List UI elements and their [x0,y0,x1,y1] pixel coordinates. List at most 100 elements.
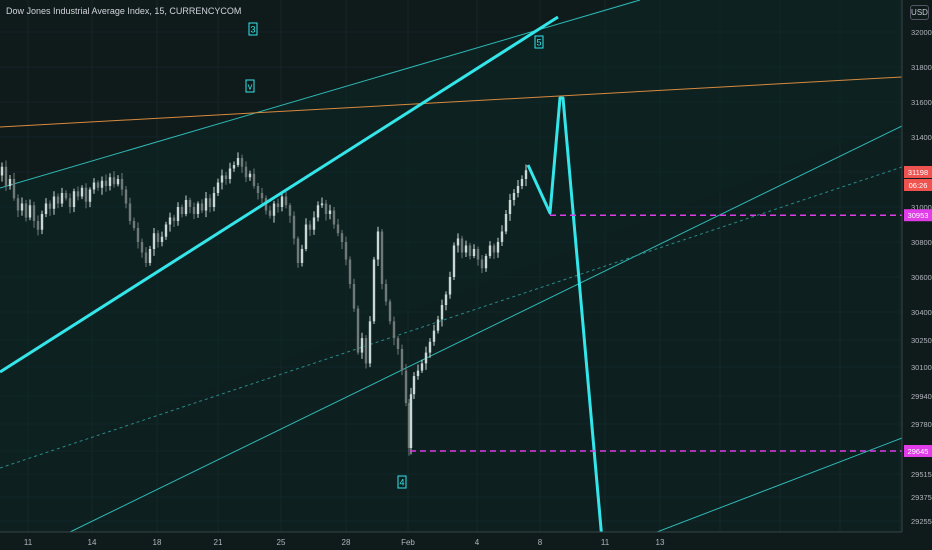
wave-label: 4 [399,478,404,488]
candle-body [208,198,212,207]
candle-body [292,215,296,239]
price-tag [904,179,932,191]
candle-body [412,376,416,395]
candle-body [128,203,132,221]
candle-body [392,321,396,339]
upper-channel-fill [0,0,932,470]
candle-body [480,259,484,269]
candle-body [252,173,256,186]
candle-body [372,259,376,322]
candle-body [420,363,424,371]
price-tick-label: 29780 [911,420,932,429]
candle-body [92,182,96,190]
candle-body [520,179,524,186]
candle-body [500,231,504,242]
candle-body [388,301,392,322]
candle-body [12,179,16,199]
candle-body [272,203,276,216]
candle-body [196,203,200,214]
candle-body [240,158,244,167]
candle-body [192,207,196,214]
candle-body [212,193,216,207]
price-tag [904,209,932,222]
candle-body [116,179,120,185]
wave-label-box [248,22,258,36]
time-tick-label: Feb [401,538,415,547]
candle-body [360,338,364,353]
price-axis [902,0,932,550]
price-tag-label: 30953 [908,211,929,220]
candle-body [68,198,72,207]
candle-body [460,238,464,253]
candle-body [452,245,456,277]
candle-body [112,177,116,185]
candle-body [200,203,204,211]
candle-body [148,249,152,263]
wave-label: 5 [536,38,541,48]
candle-body [428,341,432,353]
candle-body [344,242,348,260]
wave-label-box [397,475,407,489]
candle-body [300,249,304,263]
candle-body [440,305,444,320]
candle-body [176,207,180,221]
candle-body [160,236,164,242]
wave-label-box [534,35,544,49]
candle-body [144,252,148,263]
wave-label-box [245,79,255,93]
wave-label: 3 [250,25,255,35]
candle-body [100,180,104,188]
time-tick-label: 21 [214,538,223,547]
price-tag-label: 29645 [908,447,929,456]
candle-body [204,198,208,211]
chart-title: Dow Jones Industrial Average Index, 15, … [6,6,242,16]
candle-body [260,193,264,199]
candle-body [407,403,411,448]
candle-body [444,294,448,305]
candle-body [236,158,240,165]
time-tick-label: 28 [342,538,351,547]
candle-body [409,394,413,448]
time-tick-label: 8 [538,538,543,547]
candle-body [280,196,284,207]
price-tick-label: 30600 [911,273,932,282]
candle-body [476,249,480,260]
wave-label: v [248,82,253,92]
candle-body [248,173,252,178]
candle-body [268,210,272,216]
time-tick-label: 13 [656,538,665,547]
candle-body [232,165,236,169]
candle-body [136,228,140,242]
candle-body [296,238,300,263]
channel-lower-line [609,437,903,550]
candle-body [88,189,92,202]
candle-body [164,224,168,237]
candle-body [284,196,288,206]
candle-body [316,205,320,218]
orange-trendline [0,76,903,128]
candle-body [384,284,388,302]
price-tick-label: 30250 [911,336,932,345]
time-tick-label: 18 [153,538,162,547]
candle-body [220,175,224,183]
candle-body [356,308,360,353]
candle-body [468,245,472,256]
price-tick-label: 29255 [911,517,932,526]
candle-body [396,338,400,349]
price-tick-label: 30800 [911,238,932,247]
price-tick-label: 31600 [911,98,932,107]
price-tag-label: 06:26 [909,181,928,190]
price-tag-label: 31198 [908,168,928,177]
candle-body [404,370,408,403]
candle-body [320,203,324,206]
time-tick-label: 14 [88,538,97,547]
candle-body [224,175,228,179]
wave-projection [526,96,604,541]
wave-trendline [0,15,559,374]
price-tick-label: 32000 [911,28,932,37]
candle-body [492,245,496,253]
candle-body [416,370,420,377]
price-tick-label: 31000 [911,203,932,212]
currency-button[interactable]: USD [910,5,929,20]
